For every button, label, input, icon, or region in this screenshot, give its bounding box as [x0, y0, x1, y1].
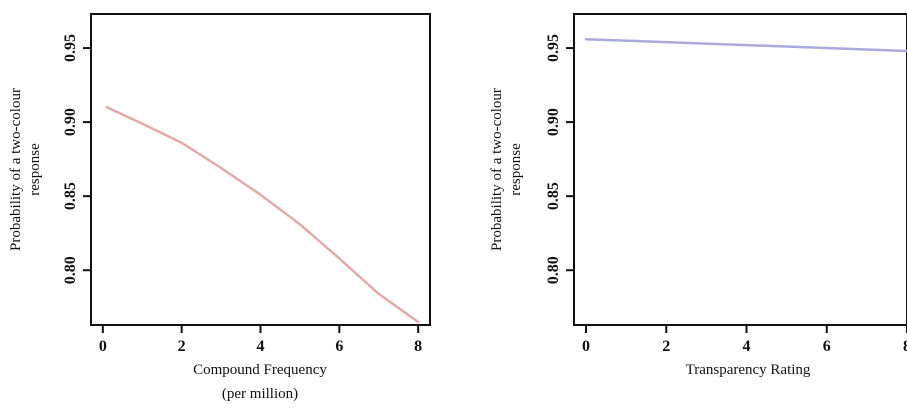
panel-1-plot-frame — [90, 13, 431, 326]
panel-1-x-tick-label: 8 — [414, 338, 422, 355]
panel-2-y-tick-label: 0.80 — [545, 256, 562, 284]
panel-1-x-tick-label: 4 — [257, 338, 265, 355]
panel-1-x-axis-label: Compound Frequency — [193, 362, 327, 378]
panel-1-x-tick-label: 6 — [335, 338, 343, 355]
panel-2-x-tick-label: 8 — [903, 338, 907, 355]
panel-2-x-tick-label: 2 — [662, 338, 670, 355]
panel-2-x-tick-label: 6 — [823, 338, 831, 355]
panel-2-plot-frame — [573, 13, 907, 326]
panel-1-y-axis-label: response — [27, 143, 43, 196]
panel-2-y-axis-label: Probability of a two-colour — [489, 88, 505, 251]
panel-2-series-line — [584, 37, 907, 53]
panel-1-x-axis-label: (per million) — [222, 386, 298, 402]
panel-2-x-axis-label: Transparency Rating — [686, 362, 811, 378]
panel-2: 0 2 4 6 8 0.80 0.85 0.90 0.95 Transparency Rating… — [489, 13, 907, 378]
panel-2-x-tick-label: 0 — [582, 338, 590, 355]
panel-1-y-axis-label: Probability of a two-colour — [8, 88, 24, 251]
panel-2-y-tick-label: 0.85 — [545, 182, 562, 210]
panel-1-y-tick-label: 0.80 — [62, 256, 79, 284]
panel-2-y-tick-label: 0.95 — [545, 34, 562, 62]
panel-1-x-tick-label: 0 — [99, 338, 107, 355]
panel-2-y-axis-label: response — [508, 143, 524, 196]
panel-1-x-tick-label: 2 — [178, 338, 186, 355]
panel-1-y-tick-label: 0.90 — [62, 108, 79, 136]
panel-1: 0 2 4 6 8 0.80 0.85 0.90 0.95 Compound Frequency (… — [8, 13, 431, 402]
panel-2-y-tick-label: 0.90 — [545, 108, 562, 136]
panel-1-y-tick-label: 0.95 — [62, 34, 79, 62]
panel-2-x-tick-label: 4 — [743, 338, 751, 355]
panel-1-series-line — [105, 106, 420, 324]
panel-1-y-tick-label: 0.85 — [62, 182, 79, 210]
